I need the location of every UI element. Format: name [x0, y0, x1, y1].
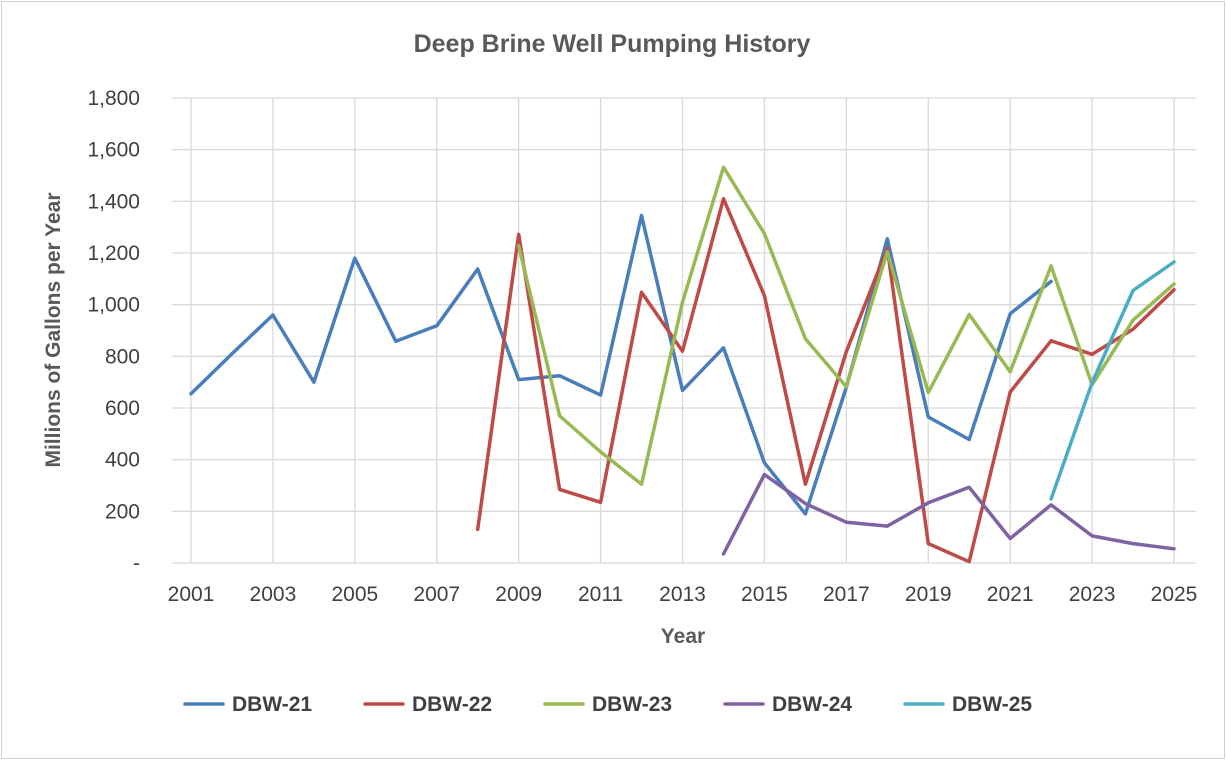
y-tick-label: 1,400: [87, 190, 140, 213]
legend-item-dbw-21: DBW-21: [183, 693, 312, 716]
y-tick-label: 200: [105, 500, 140, 523]
legend-item-dbw-24: DBW-24: [723, 693, 852, 716]
legend: DBW-21 DBW-22 DBW-23 DBW-24 DBW-25: [183, 693, 1032, 716]
series-line-dbw-25: [1049, 260, 1176, 501]
x-tick-label: 2017: [823, 583, 870, 606]
y-tick-label: 1,800: [87, 87, 140, 110]
x-tick-label: 2015: [741, 583, 788, 606]
series-line-dbw-23: [516, 165, 1176, 486]
x-tick-label: 2011: [578, 583, 623, 606]
series-line-dbw-22: [475, 196, 1176, 564]
y-tick-label: -: [133, 552, 140, 575]
series-line-dbw-24: [721, 472, 1176, 556]
x-tick-label: 2003: [250, 583, 297, 606]
x-tick-label: 2007: [413, 583, 460, 606]
x-tick-label: 2013: [659, 583, 706, 606]
legend-label: DBW-21: [232, 693, 312, 716]
legend-item-dbw-23: DBW-23: [543, 693, 672, 716]
y-tick-label: 1,000: [87, 294, 140, 317]
series-lines: [189, 165, 1176, 564]
x-tick-label: 2019: [905, 583, 952, 606]
y-tick-label: 600: [105, 397, 140, 420]
legend-item-dbw-22: DBW-22: [363, 693, 492, 716]
x-tick-label: 2023: [1069, 583, 1116, 606]
chart-title: Deep Brine Well Pumping History: [414, 30, 811, 58]
y-tick-label: 1,600: [87, 139, 140, 162]
y-tick-label: 1,200: [87, 242, 140, 265]
gridlines: [172, 97, 1196, 564]
legend-label: DBW-23: [592, 693, 672, 716]
x-axis-ticks: 2001 2003 2005 2007 2009 2011 2013 2015 2017 2019…: [168, 583, 1198, 606]
legend-label: DBW-22: [412, 693, 492, 716]
legend-item-dbw-25: DBW-25: [903, 693, 1032, 716]
x-axis-title: Year: [661, 625, 705, 648]
y-axis-ticks: - 200 400 600 800 1,000 1,200 1,400 1,600 1,800: [87, 87, 140, 575]
y-tick-label: 400: [105, 449, 140, 472]
x-tick-label: 2021: [987, 583, 1034, 606]
x-tick-label: 2001: [168, 583, 215, 606]
x-tick-label: 2025: [1151, 583, 1198, 606]
x-tick-label: 2005: [331, 583, 378, 606]
y-tick-label: 800: [105, 345, 140, 368]
x-tick-label: 2009: [495, 583, 542, 606]
y-axis-title: Millions of Gallons per Year: [42, 192, 65, 467]
legend-label: DBW-25: [952, 693, 1032, 716]
legend-label: DBW-24: [772, 693, 852, 716]
